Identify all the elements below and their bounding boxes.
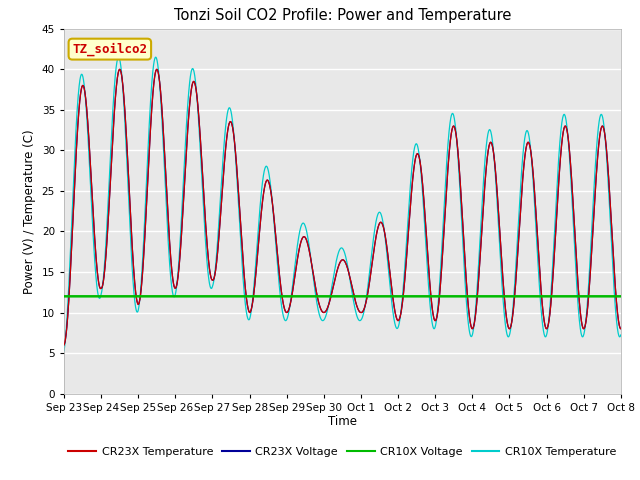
Text: TZ_soilco2: TZ_soilco2 (72, 42, 147, 56)
X-axis label: Time: Time (328, 415, 357, 429)
Y-axis label: Power (V) / Temperature (C): Power (V) / Temperature (C) (23, 129, 36, 293)
Title: Tonzi Soil CO2 Profile: Power and Temperature: Tonzi Soil CO2 Profile: Power and Temper… (173, 9, 511, 24)
Legend: CR23X Temperature, CR23X Voltage, CR10X Voltage, CR10X Temperature: CR23X Temperature, CR23X Voltage, CR10X … (64, 442, 621, 461)
